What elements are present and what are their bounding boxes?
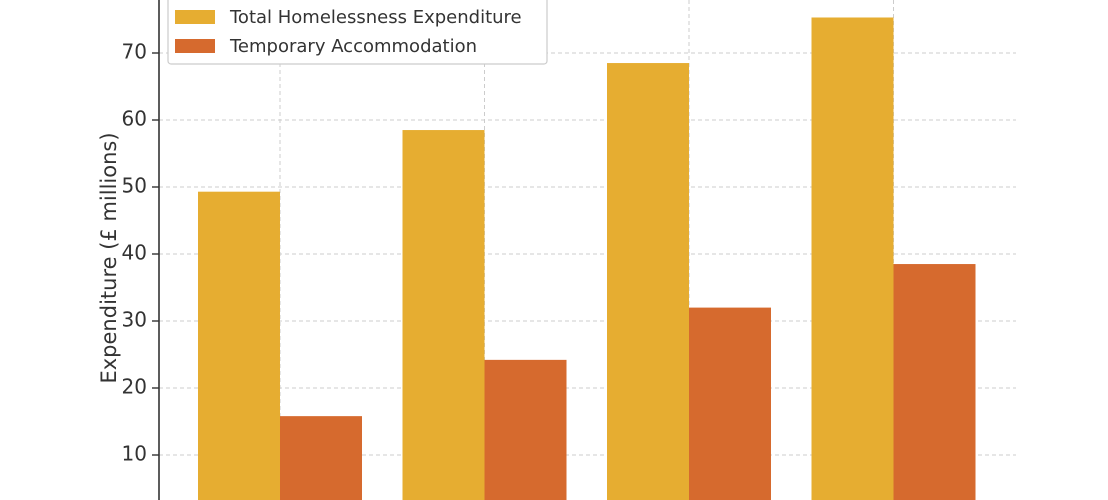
y-tick-label: 40 <box>122 241 147 265</box>
bar-temporary-accommodation <box>893 264 976 500</box>
y-tick-label: 10 <box>122 442 147 466</box>
legend-box <box>167 0 548 65</box>
y-tick-label: 50 <box>122 174 147 198</box>
bar-temporary-accommodation <box>280 416 362 500</box>
legend-label-total: Total Homelessness Expenditure <box>229 7 522 28</box>
y-axis-title: Expenditure (£ millions) <box>97 132 121 383</box>
bar-total-expenditure <box>607 63 689 500</box>
y-tick-label: 70 <box>122 40 147 64</box>
bar-total-expenditure <box>402 130 485 500</box>
y-tick-label: 30 <box>122 308 147 332</box>
legend: Total Homelessness Expenditure Temporary… <box>167 0 548 65</box>
bar-temporary-accommodation <box>484 359 567 500</box>
bar-total-expenditure <box>198 191 280 500</box>
legend-swatch-total <box>175 10 215 24</box>
y-tick-label: 20 <box>122 375 147 399</box>
legend-label-temporary: Temporary Accommodation <box>229 36 477 57</box>
bar-total-expenditure <box>811 17 894 500</box>
y-axis: 10 20 30 40 50 60 70 <box>122 0 160 500</box>
legend-swatch-temporary <box>175 39 215 53</box>
bar-temporary-accommodation <box>689 307 771 500</box>
bars <box>198 17 976 500</box>
y-tick-label: 60 <box>122 107 147 131</box>
